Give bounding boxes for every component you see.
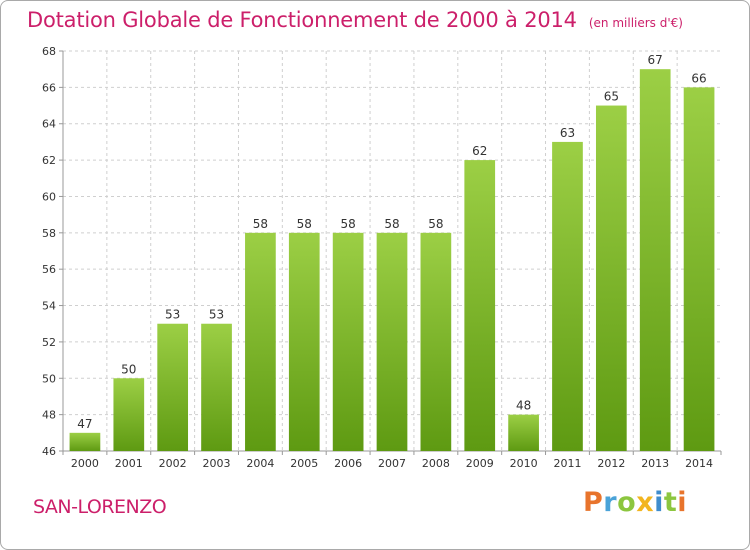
x-tick-label: 2013 (641, 457, 669, 470)
y-tick-label: 48 (42, 409, 56, 422)
data-label: 58 (297, 217, 312, 231)
y-tick-label: 54 (42, 300, 56, 313)
x-tick-label: 2006 (334, 457, 362, 470)
y-tick-label: 52 (42, 336, 56, 349)
x-tick-labels: 2000 2001 2002 2003 2004 2005 2006 2007 2008 2009… (71, 457, 713, 470)
y-tick-label: 58 (42, 227, 56, 240)
bar-2010 (508, 414, 539, 451)
data-label: 66 (691, 71, 706, 85)
y-tick-label: 46 (42, 445, 56, 458)
x-tick-label: 2010 (510, 457, 538, 470)
chart-title-block: Dotation Globale de Fonctionnement de 20… (27, 8, 683, 32)
data-label: 53 (209, 308, 224, 322)
x-tick-label: 2014 (685, 457, 713, 470)
bar-2003 (201, 323, 232, 451)
data-label: 67 (648, 53, 663, 67)
x-tick-label: 2009 (466, 457, 494, 470)
data-label: 58 (340, 217, 355, 231)
proxiti-logo: Proxiti (583, 487, 688, 518)
data-labels: 47 50 53 53 58 58 58 58 58 62 48 63 65 67 66 (77, 53, 706, 431)
y-tick-label: 56 (42, 263, 56, 276)
bar-2000 (69, 432, 101, 451)
data-label: 62 (472, 144, 487, 158)
bar-2005 (288, 232, 320, 451)
y-tick-label: 64 (42, 118, 56, 131)
bar-2011 (552, 141, 583, 451)
data-label: 58 (253, 217, 268, 231)
data-label: 58 (428, 217, 443, 231)
x-tick-label: 2002 (159, 457, 187, 470)
chart-title: Dotation Globale de Fonctionnement de 20… (27, 8, 577, 32)
x-tick-label: 2005 (290, 457, 318, 470)
x-tick-label: 2011 (553, 457, 581, 470)
y-tick-label: 66 (42, 81, 56, 94)
chart-unit: (en milliers d'€) (588, 16, 683, 30)
data-label: 58 (384, 217, 399, 231)
data-label: 47 (77, 417, 92, 431)
x-tick-label: 2008 (422, 457, 450, 470)
x-tick-label: 2003 (203, 457, 231, 470)
bar-2014 (683, 87, 715, 451)
bar-2004 (245, 232, 276, 451)
y-tick-label: 60 (42, 190, 56, 203)
bar-2007 (376, 232, 408, 451)
x-tick-label: 2007 (378, 457, 406, 470)
y-tick-label: 68 (42, 45, 56, 58)
bar-2013 (639, 69, 671, 451)
x-tick-label: 2001 (115, 457, 143, 470)
x-tick-label: 2000 (71, 457, 99, 470)
commune-name: SAN-LORENZO (33, 496, 167, 518)
bar-2009 (464, 160, 496, 451)
y-tick-label: 62 (42, 154, 56, 167)
y-tick-label: 50 (42, 372, 56, 385)
x-tick-label: 2012 (597, 457, 625, 470)
bar-2001 (113, 378, 145, 451)
data-label: 53 (165, 308, 180, 322)
data-label: 63 (560, 126, 575, 140)
bar-2012 (595, 105, 627, 451)
x-tick-label: 2004 (246, 457, 274, 470)
y-tick-labels: 46 48 50 52 54 56 58 60 62 64 66 68 (42, 45, 56, 458)
bar-2008 (420, 232, 452, 451)
data-label: 65 (604, 90, 619, 104)
bar-2006 (332, 232, 364, 451)
data-label: 50 (121, 362, 136, 376)
bar-2002 (157, 323, 189, 451)
data-label: 48 (516, 399, 531, 413)
bars (69, 69, 715, 451)
